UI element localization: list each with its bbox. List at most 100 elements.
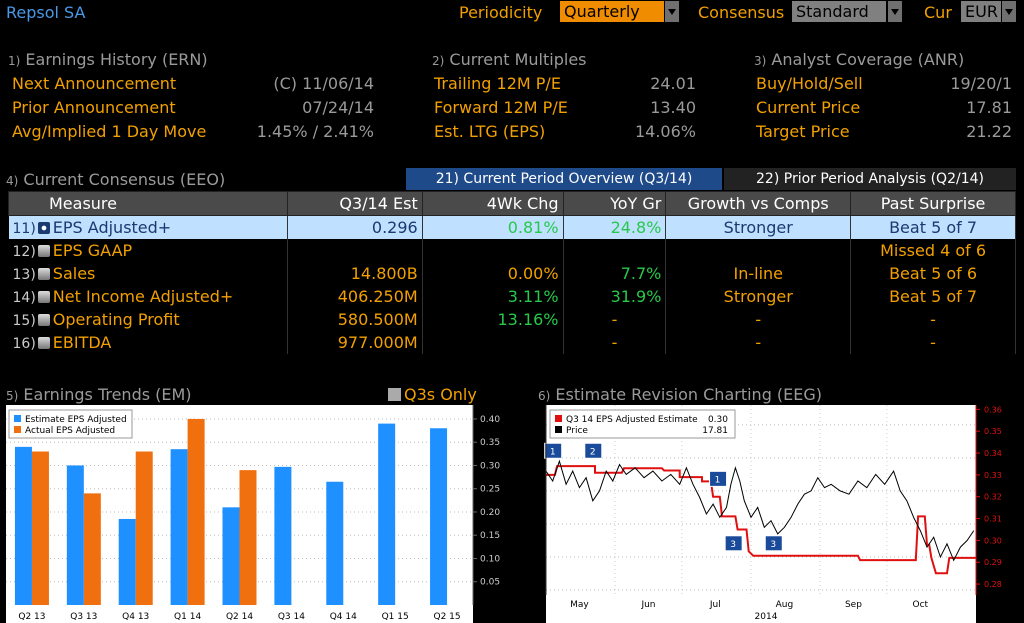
multiples-row: Est. LTG (EPS) 14.06%	[432, 122, 700, 146]
comps-cell: In-line	[665, 262, 852, 285]
col-header-measure[interactable]: Measure	[8, 191, 288, 216]
measure-label: EPS GAAP	[52, 241, 133, 260]
earnings-trends-header[interactable]: 5) Earnings Trends (EM)	[6, 385, 192, 404]
table-row[interactable]: 15) Operating Profit 580.500M 13.16% - - …	[8, 308, 1016, 331]
x-tick-label: Q1 14	[174, 612, 201, 622]
y-tick-label: 0.15	[480, 531, 500, 541]
measure-label: Sales	[52, 264, 96, 283]
chg-cell: 13.16%	[422, 308, 564, 331]
comps-cell: -	[665, 308, 852, 331]
multiples-label: Forward 12M P/E	[434, 98, 568, 117]
event-marker-label: 1	[715, 475, 721, 485]
series-lines	[545, 459, 976, 575]
yoy-cell: 7.7%	[563, 262, 667, 285]
radio-icon[interactable]	[37, 291, 50, 303]
col-header-surprise[interactable]: Past Surprise	[850, 191, 1016, 216]
estimate-bar	[118, 518, 136, 605]
tab-current-period[interactable]: 21) Current Period Overview (Q3/14)	[406, 168, 722, 190]
col-header-comps[interactable]: Growth vs Comps	[665, 191, 852, 216]
right-tick-label: 0.33	[984, 471, 1002, 480]
col-header-yoy[interactable]: YoY Gr	[562, 191, 667, 216]
multiples-value: 14.06%	[634, 122, 696, 141]
x-tick-label: Q4 13	[122, 612, 149, 622]
periodicity-dropdown[interactable]: Quarterly	[560, 1, 679, 22]
col-header-est[interactable]: Q3/14 Est	[286, 191, 423, 216]
chg-cell	[422, 331, 564, 354]
currency-value: EUR	[961, 1, 1001, 22]
earnings-trends-chart: 0.05 0.10 0.15 0.20 0.25 0.30 0.35 0.40 Q2 13 Q3…	[6, 405, 500, 623]
comps-cell: Stronger	[665, 285, 852, 308]
x-tick-label: Q2 15	[433, 612, 460, 622]
radio-icon[interactable]	[37, 245, 50, 257]
yoy-cell: 31.9%	[563, 285, 667, 308]
anr-value: 19/20/1	[950, 74, 1012, 93]
left-tick-label: 18.00	[516, 520, 542, 530]
anr-row: Buy/Hold/Sell 19/20/1	[754, 74, 1016, 98]
est-cell: 0.296	[287, 215, 423, 239]
radio-icon[interactable]	[37, 337, 50, 349]
section-number: 5)	[6, 389, 19, 403]
section-number: 6)	[538, 389, 551, 403]
legend-label: Actual EPS Adjusted	[25, 426, 115, 436]
analyst-coverage-header[interactable]: 3) Analyst Coverage (ANR)	[754, 50, 1016, 72]
est-cell: 977.000M	[287, 331, 423, 354]
legend-swatch	[555, 415, 562, 422]
consensus-value: Standard	[792, 1, 886, 22]
table-row[interactable]: 14) Net Income Adjusted+ 406.250M 3.11% 3…	[8, 285, 1016, 308]
anr-row: Current Price 17.81	[754, 98, 1016, 122]
currency-label: Cur	[924, 3, 952, 22]
row-number: 12)	[12, 244, 36, 260]
legend-label: Price	[566, 426, 588, 436]
chevron-down-icon	[665, 1, 679, 22]
est-cell: 580.500M	[287, 308, 423, 331]
left-tick-label: 17.00	[516, 553, 542, 563]
col-header-4wk[interactable]: 4Wk Chg	[421, 191, 564, 216]
anr-label: Current Price	[756, 98, 861, 117]
earnings-history-header[interactable]: 1) Earnings History (ERN)	[8, 50, 378, 72]
section-number: 3)	[754, 54, 767, 68]
consensus-dropdown[interactable]: Standard	[792, 1, 902, 22]
radio-icon[interactable]	[37, 268, 50, 280]
currency-dropdown[interactable]: EUR	[961, 1, 1016, 22]
estimate-bar	[170, 449, 188, 605]
right-tick-label: 0.29	[984, 558, 1002, 567]
table-row[interactable]: 16) EBITDA 977.000M - - -	[8, 331, 1016, 354]
surprise-cell: -	[850, 331, 1016, 354]
left-tick-label: 16.00	[516, 586, 542, 596]
table-row[interactable]: 12) EPS GAAP Missed 4 of 6	[8, 239, 1016, 262]
ern-label: Avg/Implied 1 Day Move	[12, 122, 207, 141]
radio-selected-icon[interactable]	[37, 222, 50, 234]
consensus-table: Measure Q3/14 Est 4Wk Chg YoY Gr Growth …	[8, 191, 1016, 354]
left-tick-label: 21.00	[516, 421, 542, 431]
legend-swatch	[555, 426, 562, 433]
radio-icon[interactable]	[37, 314, 50, 326]
right-tick-label: 0.36	[984, 405, 1002, 414]
comps-cell: -	[665, 331, 852, 354]
consensus-header[interactable]: 4) Current Consensus (EEO)	[6, 170, 225, 189]
table-header-row: Measure Q3/14 Est 4Wk Chg YoY Gr Growth …	[8, 191, 1016, 216]
q3s-only-toggle[interactable]: Q3s Only	[388, 385, 477, 404]
section-title: Estimate Revision Charting (EEG)	[555, 385, 823, 404]
current-multiples-panel: 2) Current Multiples Trailing 12M P/E 24…	[432, 50, 700, 146]
x-tick-label: Q3 13	[70, 612, 97, 622]
tab-prior-period[interactable]: 22) Prior Period Analysis (Q2/14)	[724, 168, 1016, 190]
chg-cell	[422, 239, 564, 262]
estimate-bar	[14, 446, 32, 605]
comps-cell: Stronger	[665, 215, 852, 239]
table-row[interactable]: 11) EPS Adjusted+ 0.296 0.81% 24.8% Stron…	[8, 215, 1016, 239]
left-tick-labels: 16.00 17.00 18.00 19.00 20.00 21.00	[516, 421, 542, 596]
actual-bar	[187, 418, 205, 605]
event-marker-label: 3	[730, 540, 736, 550]
left-tick-label: 20.00	[516, 454, 542, 464]
legend: Estimate EPS Adjusted Actual EPS Adjuste…	[8, 409, 133, 439]
event-marker	[764, 535, 783, 552]
anr-row: Target Price 21.22	[754, 122, 1016, 146]
ern-value: 1.45% / 2.41%	[256, 122, 374, 141]
x-year-label: 2014	[755, 612, 778, 622]
estimate-revision-header[interactable]: 6) Estimate Revision Charting (EEG)	[538, 385, 822, 404]
x-tick-label: May	[570, 600, 589, 610]
right-tick-label: 0.34	[984, 449, 1002, 458]
table-row[interactable]: 13) Sales 14.800B 0.00% 7.7% In-line Beat…	[8, 262, 1016, 285]
x-tick-label: Q2 13	[18, 612, 45, 622]
event-marker	[584, 442, 603, 459]
